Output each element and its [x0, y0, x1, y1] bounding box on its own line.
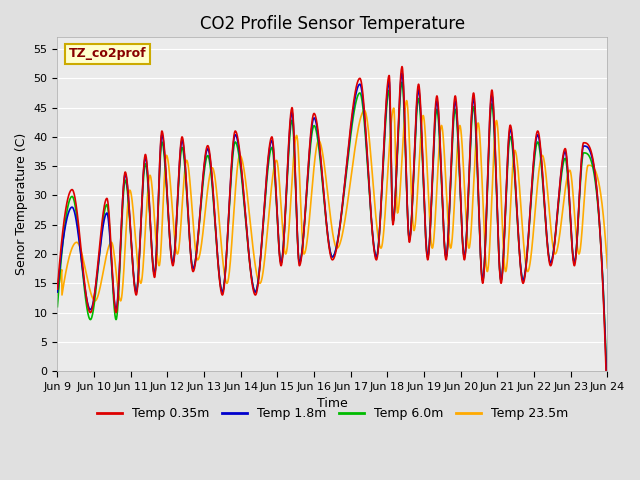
Temp 1.8m — [604, 400, 611, 406]
Temp 1.8m — [492, 180, 500, 186]
Temp 23.5m — [207, 167, 215, 173]
Temp 6.0m — [492, 185, 500, 191]
Legend: Temp 0.35m, Temp 1.8m, Temp 6.0m, Temp 23.5m: Temp 0.35m, Temp 1.8m, Temp 6.0m, Temp 2… — [92, 402, 573, 425]
Temp 23.5m — [604, 265, 611, 271]
Temp 6.0m — [398, 79, 406, 85]
Temp 0.35m — [570, 263, 578, 268]
Temp 1.8m — [555, 192, 563, 198]
Line: Temp 6.0m: Temp 6.0m — [58, 82, 607, 395]
Temp 6.0m — [348, 122, 356, 128]
Temp 23.5m — [360, 108, 368, 113]
Temp 6.0m — [360, 117, 368, 122]
Temp 23.5m — [403, 98, 410, 104]
Temp 1.8m — [348, 115, 356, 120]
Temp 1.8m — [54, 289, 61, 295]
Temp 1.8m — [360, 109, 368, 115]
Temp 0.35m — [348, 110, 356, 116]
Temp 0.35m — [492, 179, 500, 185]
Temp 23.5m — [493, 118, 500, 123]
Temp 23.5m — [571, 211, 579, 217]
Temp 23.5m — [349, 164, 356, 170]
Temp 6.0m — [570, 260, 578, 265]
Temp 6.0m — [555, 196, 563, 202]
Temp 0.35m — [360, 105, 368, 111]
Temp 0.35m — [54, 286, 61, 292]
Line: Temp 1.8m: Temp 1.8m — [58, 73, 607, 403]
Temp 0.35m — [207, 159, 214, 165]
Y-axis label: Senor Temperature (C): Senor Temperature (C) — [15, 133, 28, 276]
X-axis label: Time: Time — [317, 397, 348, 410]
Text: TZ_co2prof: TZ_co2prof — [68, 48, 146, 60]
Temp 0.35m — [398, 64, 406, 70]
Temp 6.0m — [604, 392, 611, 397]
Temp 1.8m — [570, 260, 578, 265]
Temp 23.5m — [54, 292, 61, 298]
Line: Temp 0.35m: Temp 0.35m — [58, 67, 607, 413]
Temp 23.5m — [556, 235, 563, 241]
Temp 0.35m — [604, 410, 611, 416]
Temp 6.0m — [207, 168, 214, 173]
Temp 6.0m — [54, 304, 61, 310]
Temp 23.5m — [92, 298, 99, 304]
Temp 0.35m — [555, 191, 563, 197]
Title: CO2 Profile Sensor Temperature: CO2 Profile Sensor Temperature — [200, 15, 465, 33]
Temp 1.8m — [207, 162, 214, 168]
Line: Temp 23.5m: Temp 23.5m — [58, 101, 607, 301]
Temp 1.8m — [398, 70, 406, 76]
